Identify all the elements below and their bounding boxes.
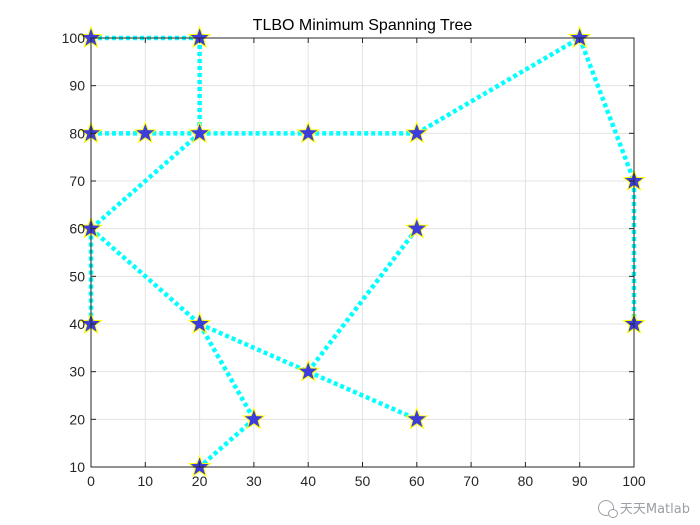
- y-tick-label: 90: [69, 78, 85, 94]
- node-star-marker: [133, 120, 158, 144]
- watermark: 天天Matlab: [597, 498, 690, 518]
- node-star-marker: [242, 406, 266, 430]
- node-star-marker: [404, 120, 429, 144]
- x-tick-label: 70: [463, 473, 479, 489]
- x-tick-label: 30: [246, 473, 262, 489]
- chart-title: TLBO Minimum Spanning Tree: [253, 17, 473, 34]
- tree-edge: [198, 417, 256, 469]
- node-star-marker: [404, 406, 429, 430]
- node-star-marker: [187, 120, 212, 144]
- y-tick-label: 40: [69, 316, 85, 332]
- y-tick-label: 50: [69, 268, 85, 284]
- tree-edge: [415, 36, 581, 136]
- y-tick-label: 100: [62, 30, 86, 46]
- tree-edge: [306, 227, 419, 374]
- x-tick-label: 100: [622, 473, 646, 489]
- y-tick-label: 80: [69, 125, 85, 141]
- tree-edge: [198, 321, 310, 374]
- y-tick-label: 30: [69, 364, 85, 380]
- tree-edge: [89, 131, 202, 231]
- tree-edge: [577, 37, 637, 182]
- node-star-marker: [296, 359, 321, 382]
- axis-ticks: 0 10 20 30 40 50 60 70 80 90 100102030405060708090…: [62, 30, 646, 489]
- tree-edge: [307, 369, 418, 422]
- x-tick-label: 80: [518, 473, 534, 489]
- x-tick-label: 50: [355, 473, 371, 489]
- graph-nodes: [79, 25, 646, 478]
- grid-lines: [90, 37, 635, 468]
- x-tick-label: 40: [300, 473, 316, 489]
- y-tick-label: 10: [69, 459, 85, 475]
- x-tick-label: 0: [87, 473, 95, 489]
- y-tick-label: 20: [69, 411, 85, 427]
- wechat-icon: [597, 499, 618, 518]
- x-tick-label: 60: [409, 473, 425, 489]
- x-tick-label: 20: [192, 473, 208, 489]
- y-tick-label: 60: [69, 221, 85, 237]
- x-tick-label: 90: [572, 473, 588, 489]
- x-tick-label: 10: [138, 473, 154, 489]
- node-star-marker: [404, 216, 429, 239]
- node-star-marker: [296, 120, 321, 144]
- y-tick-label: 70: [69, 173, 85, 189]
- node-star-marker: [187, 311, 212, 335]
- watermark-text: 天天Matlab: [619, 502, 690, 517]
- tree-edge: [89, 226, 202, 326]
- tree-edge: [197, 322, 256, 421]
